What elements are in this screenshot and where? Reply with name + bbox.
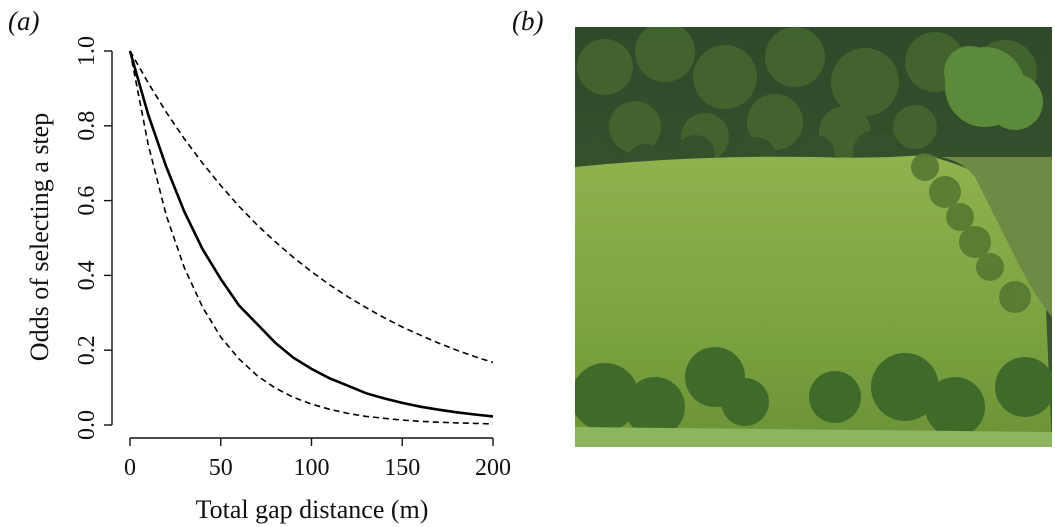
y-tick-label: 0.0 [74, 410, 100, 440]
odds-decay-chart: 0 50 100 150 200 0.0 0.2 0.4 0.6 0.8 1.0 Total gap… [25, 36, 511, 524]
chart-series [128, 50, 494, 425]
panel-a-label: (a) [8, 6, 40, 36]
x-axis-label: Total gap distance (m) [196, 495, 429, 524]
fitted-curve-line [128, 50, 494, 418]
x-tick-label: 100 [294, 455, 330, 481]
x-tick-label: 50 [209, 455, 233, 481]
landscape-photo [575, 27, 1052, 447]
chart-axes: 0 50 100 150 200 0.0 0.2 0.4 0.6 0.8 1.0 [74, 36, 511, 481]
y-tick-label: 0.8 [74, 111, 100, 141]
y-tick-label: 1.0 [74, 36, 100, 66]
panel-b-label: (b) [512, 6, 544, 36]
y-axis-label: Odds of selecting a step [25, 113, 54, 361]
confidence-bound-line [129, 50, 494, 364]
y-tick-label: 0.2 [74, 335, 100, 365]
x-tick-label: 150 [384, 455, 420, 481]
x-tick-label: 0 [124, 455, 136, 481]
y-tick-label: 0.4 [74, 260, 100, 290]
x-tick-label: 200 [475, 455, 511, 481]
y-tick-label: 0.6 [74, 186, 100, 216]
